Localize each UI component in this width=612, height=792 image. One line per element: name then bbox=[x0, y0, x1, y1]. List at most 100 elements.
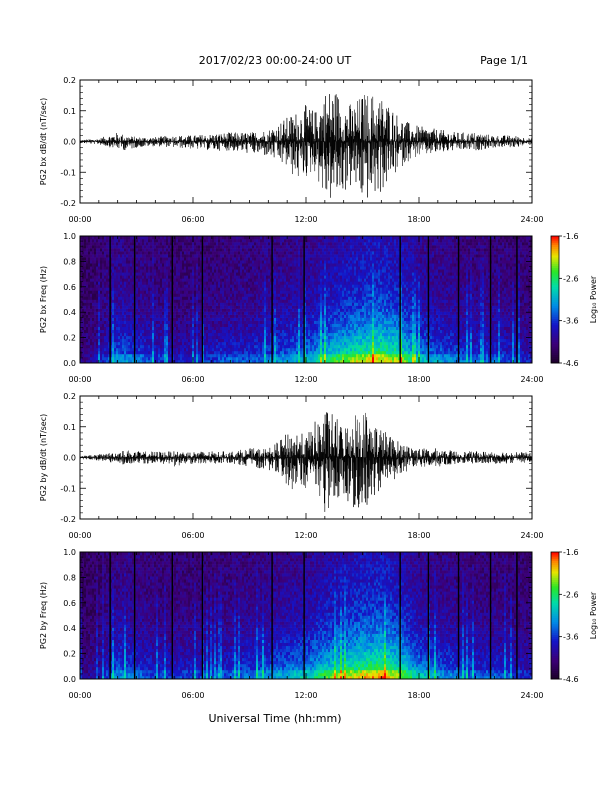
spectrogram-cell bbox=[210, 290, 213, 294]
spectrogram-cell bbox=[144, 281, 147, 285]
spectrogram-cell bbox=[168, 341, 171, 346]
spectrogram-cell bbox=[294, 284, 297, 288]
spectrogram-cell bbox=[204, 275, 207, 279]
spectrogram-cell bbox=[194, 305, 197, 309]
spectrogram-cell bbox=[124, 263, 127, 267]
spectrogram-cell bbox=[106, 311, 109, 315]
spectrogram-cell bbox=[198, 305, 201, 309]
spectrogram-cell bbox=[230, 323, 233, 328]
spectrogram-cell bbox=[90, 245, 93, 249]
spectrogram-cell bbox=[288, 245, 291, 249]
spectrogram-cell bbox=[154, 332, 157, 337]
spectrogram-cell bbox=[148, 314, 151, 318]
spectrogram-cell bbox=[254, 260, 257, 264]
spectrogram-cell bbox=[200, 287, 203, 291]
spectrogram-cell bbox=[138, 284, 141, 288]
spectrogram-cell bbox=[104, 314, 107, 318]
spectrogram-cell bbox=[222, 302, 225, 306]
spectrogram-cell bbox=[304, 269, 307, 273]
spectrogram-cell bbox=[128, 272, 131, 276]
spectrogram-cell bbox=[234, 302, 237, 306]
spectrogram-cell bbox=[298, 251, 301, 255]
spectrogram-cell bbox=[118, 269, 121, 273]
spectrogram-cell bbox=[222, 290, 225, 294]
spectrogram-cell bbox=[208, 287, 211, 291]
spectrogram-cell bbox=[94, 263, 97, 267]
spectrogram-cell bbox=[82, 287, 85, 291]
spectrogram-cell bbox=[102, 278, 105, 282]
spectrogram-cell bbox=[296, 281, 299, 285]
spectrogram-cell bbox=[310, 332, 313, 337]
spectrogram-cell bbox=[286, 275, 289, 279]
spectrogram-cell bbox=[232, 284, 235, 288]
spectrogram-cell bbox=[278, 254, 281, 258]
spectrogram-cell bbox=[86, 257, 89, 261]
spectrogram-cell bbox=[310, 287, 313, 291]
spectrogram-cell bbox=[108, 281, 111, 285]
spectrogram-cell bbox=[204, 248, 207, 252]
spectrogram-cell bbox=[254, 323, 257, 328]
spectrogram-cell bbox=[124, 326, 127, 331]
spectrogram-cell bbox=[124, 335, 127, 340]
spectrogram-cell bbox=[206, 248, 209, 252]
spectrogram-cell bbox=[136, 272, 139, 276]
spectrogram-cell bbox=[168, 338, 171, 343]
spectrogram-cell bbox=[86, 314, 89, 318]
spectrogram-cell bbox=[240, 275, 243, 279]
spectrogram-cell bbox=[184, 317, 187, 321]
spectrogram-cell bbox=[132, 344, 135, 349]
spectrogram-cell bbox=[180, 329, 183, 334]
spectrogram-cell bbox=[172, 260, 175, 264]
spectrogram-cell bbox=[260, 353, 263, 358]
spectrogram-cell bbox=[208, 251, 211, 255]
spectrogram-cell bbox=[194, 284, 197, 288]
spectrogram-cell bbox=[112, 305, 115, 309]
spectrogram-cell bbox=[114, 287, 117, 291]
spectrogram-cell bbox=[164, 257, 167, 261]
spectrogram-cell bbox=[158, 314, 161, 318]
spectrogram-cell bbox=[210, 269, 213, 273]
spectrogram-cell bbox=[94, 245, 97, 249]
spectrogram-cell bbox=[136, 332, 139, 337]
spectrogram-cell bbox=[136, 254, 139, 258]
spectrogram-cell bbox=[218, 251, 221, 255]
spectrogram-cell bbox=[144, 254, 147, 258]
spectrogram-cell bbox=[298, 299, 301, 303]
spectrogram-cell bbox=[162, 311, 165, 315]
spectrogram-cell bbox=[222, 245, 225, 249]
spectrogram-cell bbox=[292, 296, 295, 300]
spectrogram-cell bbox=[266, 314, 269, 318]
spectrogram-cell bbox=[114, 347, 117, 352]
spectrogram-cell bbox=[230, 290, 233, 294]
spectrogram-cell bbox=[248, 266, 251, 270]
spectrogram-cell bbox=[272, 347, 275, 352]
spectrogram-cell bbox=[138, 251, 141, 255]
spectrogram-cell bbox=[264, 317, 267, 321]
spectrogram-cell bbox=[88, 335, 91, 340]
spectrogram-cell bbox=[250, 278, 253, 282]
spectrogram-cell bbox=[96, 338, 99, 343]
spectrogram-cell bbox=[152, 347, 155, 352]
spectrogram-cell bbox=[136, 353, 139, 358]
spectrogram-cell bbox=[138, 260, 141, 264]
spectrogram-cell bbox=[240, 242, 243, 246]
spectrogram-cell bbox=[226, 263, 229, 267]
spectrogram-cell bbox=[300, 359, 303, 364]
spectrogram-cell bbox=[258, 317, 261, 321]
spectrogram-cell bbox=[88, 278, 91, 282]
spectrogram-cell bbox=[200, 290, 203, 294]
spectrogram-cell bbox=[108, 341, 111, 346]
spectrogram-cell bbox=[236, 272, 239, 276]
spectrogram-cell bbox=[88, 266, 91, 270]
spectrogram-cell bbox=[220, 320, 223, 324]
spectrogram-cell bbox=[100, 326, 103, 331]
spectrogram-cell bbox=[132, 335, 135, 340]
spectrogram-cell bbox=[140, 236, 143, 240]
spectrogram-cell bbox=[194, 278, 197, 282]
spectrogram-cell bbox=[182, 299, 185, 303]
spectrogram-cell bbox=[80, 302, 83, 306]
spectrogram-cell bbox=[174, 344, 177, 349]
spectrogram-cell bbox=[114, 278, 117, 282]
spectrogram-cell bbox=[148, 317, 151, 321]
spectrogram-cell bbox=[160, 323, 163, 328]
